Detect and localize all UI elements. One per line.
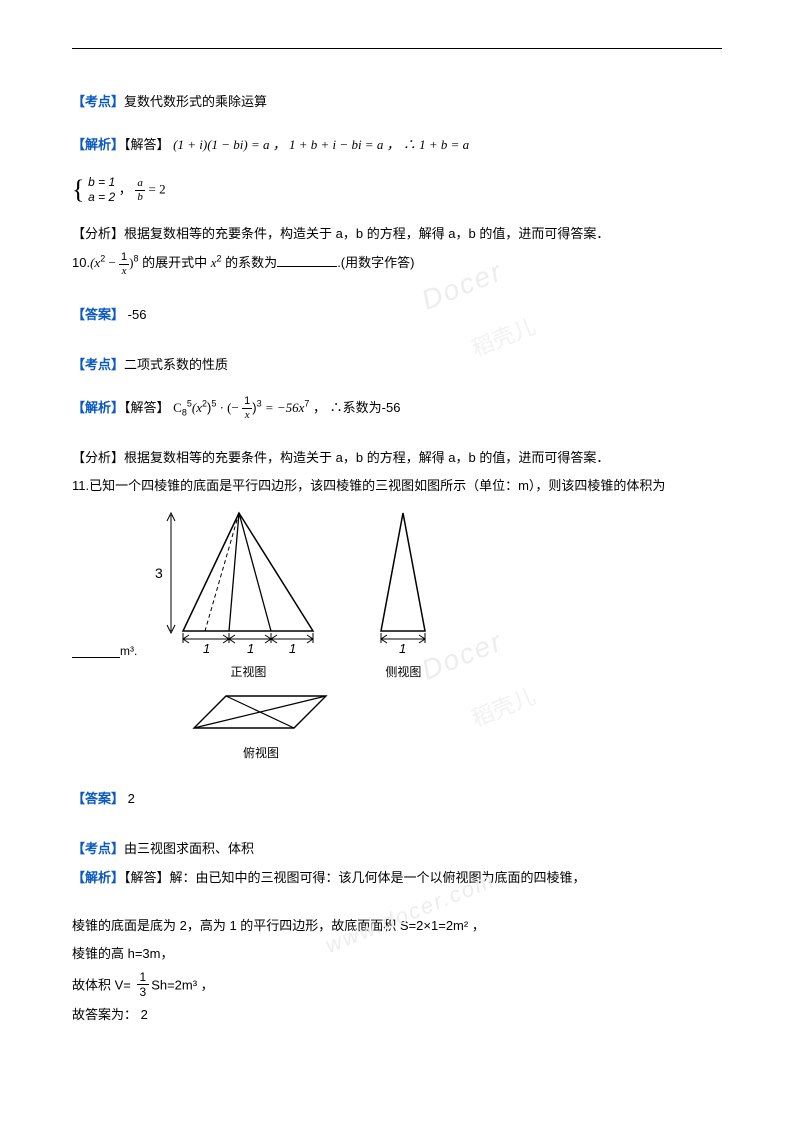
eq-b: b = 1 [88, 175, 115, 190]
q10-solution: 【解析】【解答】 C85(x2)5 · (− 1x)3 = −56x7 ， ∴系… [72, 396, 722, 421]
q10-analysis: 【分析】根据复数相等的充要条件，构造关于 a，b 的方程，解得 a，b 的值，进… [72, 447, 722, 469]
header-rule [72, 48, 722, 49]
tag-daan: 【答案】 [72, 791, 124, 806]
q11-line-b: 棱锥的高 h=3m， [72, 943, 722, 965]
q11-answer: 【答案】 2 [72, 787, 722, 812]
q10-analysis-text: 根据复数相等的充要条件，构造关于 a，b 的方程，解得 a，b 的值，进而可得答… [124, 450, 609, 465]
q10-t2: 的系数为 [222, 255, 278, 270]
q10-expr1: (x [90, 255, 100, 270]
q10-Csub: 8 [182, 408, 187, 418]
q10-frac: 1x [119, 252, 129, 277]
q9-analysis-text: 根据复数相等的充要条件，构造关于 a，b 的方程，解得 a，b 的值，进而可得答… [124, 226, 609, 241]
q9-math: (1 + i)(1 − bi) = a ， 1 + b + i − bi = a… [173, 137, 469, 152]
q10-C: C [173, 400, 182, 415]
front-view: 3 [143, 503, 333, 680]
m3-text: m³. [120, 644, 137, 658]
svg-text:1: 1 [247, 641, 254, 656]
q10-t3: .(用数字作答) [337, 255, 414, 270]
q10-answer: 【答案】 -56 [72, 303, 722, 328]
q11-line-a: 棱锥的底面是底为 2，高为 1 的平行四边形，故底面面积 S=2×1=2m² ， [72, 915, 722, 937]
q9-solution: 【解析】【解答】 (1 + i)(1 − bi) = a ， 1 + b + i… [72, 133, 722, 158]
svg-text:1: 1 [399, 641, 406, 656]
frac-1-3: 13 [137, 971, 150, 998]
frac-num: a [135, 178, 145, 191]
page-content: 【考点】复数代数形式的乘除运算 【解析】【解答】 (1 + i)(1 − bi)… [72, 60, 722, 1026]
tag-kaodian: 【考点】 [72, 94, 124, 109]
q10-stail: ， ∴系数为-56 [309, 400, 400, 415]
q10-answer-val: -56 [128, 307, 147, 322]
frac-result: = 2 [149, 182, 166, 197]
tag-fenxi: 【分析】 [72, 226, 124, 241]
top-view: 俯视图 [176, 684, 722, 761]
frac-den: b [135, 191, 145, 203]
q11-answer-val: 2 [128, 791, 135, 806]
q9-topic: 【考点】复数代数形式的乘除运算 [72, 90, 722, 115]
q11-stem: 11.已知一个四棱锥的底面是平行四边形，该四棱锥的三视图如图所示（单位：m），则… [72, 475, 722, 497]
comma: ， [119, 182, 136, 197]
tag-jiexi: 【解析】 [72, 400, 124, 415]
q10-stem: 10.(x2 − 1x)8 的展开式中 x2 的系数为.(用数字作答) [72, 251, 722, 276]
side-view: 1 侧视图 [363, 503, 443, 680]
frac-ab: a b [135, 178, 145, 203]
q11-topic-text: 由三视图求面积、体积 [124, 841, 254, 856]
q10-t1: 的展开式中 [139, 255, 211, 270]
q10-dot: · (− [216, 400, 242, 415]
q11-topic: 【考点】由三视图求面积、体积 [72, 838, 722, 860]
q9-system: { b = 1 a = 2 ， a b = 2 [72, 175, 722, 205]
cap-front: 正视图 [143, 663, 333, 680]
tag-jiexi: 【解析】 [72, 137, 124, 152]
q10-frac-den: x [119, 265, 129, 277]
q11-line-c: 故体积 V= 13Sh=2m³ ， [72, 971, 722, 998]
q10-topic-text: 二项式系数的性质 [124, 357, 228, 372]
tag-kaodian: 【考点】 [72, 357, 124, 372]
q10-sfn: 1 [242, 396, 252, 409]
q11-la: 棱锥的底面是底为 2，高为 1 的平行四边形，故底面面积 S=2×1=2m² ， [72, 918, 485, 933]
q9-analysis: 【分析】根据复数相等的充要条件，构造关于 a，b 的方程，解得 a，b 的值，进… [72, 223, 722, 245]
q11-line-d: 故答案为： 2 [72, 1004, 722, 1026]
q11-lb: 棱锥的高 h=3m， [72, 946, 174, 961]
eq-a: a = 2 [88, 190, 115, 205]
fn: 1 [137, 971, 150, 985]
q10-topic: 【考点】二项式系数的性质 [72, 353, 722, 378]
m3-prefix: m³. [72, 644, 137, 680]
q10-num: 10. [72, 255, 90, 270]
tag-jieda: 【解答】 [124, 137, 170, 152]
q11-sol-text: 解：由已知中的三视图可得：该几何体是一个以俯视图为底面的四棱锥， [170, 870, 586, 885]
tag-daan: 【答案】 [72, 307, 124, 322]
fd: 3 [137, 985, 150, 998]
blank [277, 256, 337, 268]
q10-sfrac: 1x [242, 396, 252, 421]
svg-text:1: 1 [289, 641, 296, 656]
q9-topic-text: 复数代数形式的乘除运算 [124, 94, 267, 109]
q11-ld: 故答案为： 2 [72, 1007, 148, 1022]
svg-text:1: 1 [203, 641, 210, 656]
tag-jiexi: 【解析】 [72, 870, 124, 885]
q11-lc-pre: 故体积 V= [72, 977, 135, 992]
q11-figure-row: m³. 3 [72, 503, 722, 680]
q11-lc-post: Sh=2m³ ， [151, 977, 214, 992]
dim-3: 3 [155, 565, 163, 581]
q11-solution: 【解析】【解答】解：由已知中的三视图可得：该几何体是一个以俯视图为底面的四棱锥， [72, 866, 722, 891]
tag-jieda: 【解答】 [124, 870, 170, 885]
q10-sfd: x [242, 409, 252, 421]
q10-m1: (x [192, 400, 202, 415]
q10-frac-num: 1 [119, 252, 129, 265]
cap-side: 侧视图 [363, 663, 443, 680]
eq-stack: b = 1 a = 2 [88, 175, 115, 205]
q10-eq: = −56x [262, 400, 305, 415]
tag-jieda: 【解答】 [124, 400, 170, 415]
blank2 [72, 647, 120, 658]
tag-fenxi: 【分析】 [72, 450, 124, 465]
cap-top: 俯视图 [176, 744, 346, 761]
tag-kaodian: 【考点】 [72, 841, 124, 856]
q11-stem-text: 11.已知一个四棱锥的底面是平行四边形，该四棱锥的三视图如图所示（单位：m），则… [72, 478, 665, 493]
q10-minus: − [105, 255, 119, 270]
left-brace: { [72, 177, 84, 203]
